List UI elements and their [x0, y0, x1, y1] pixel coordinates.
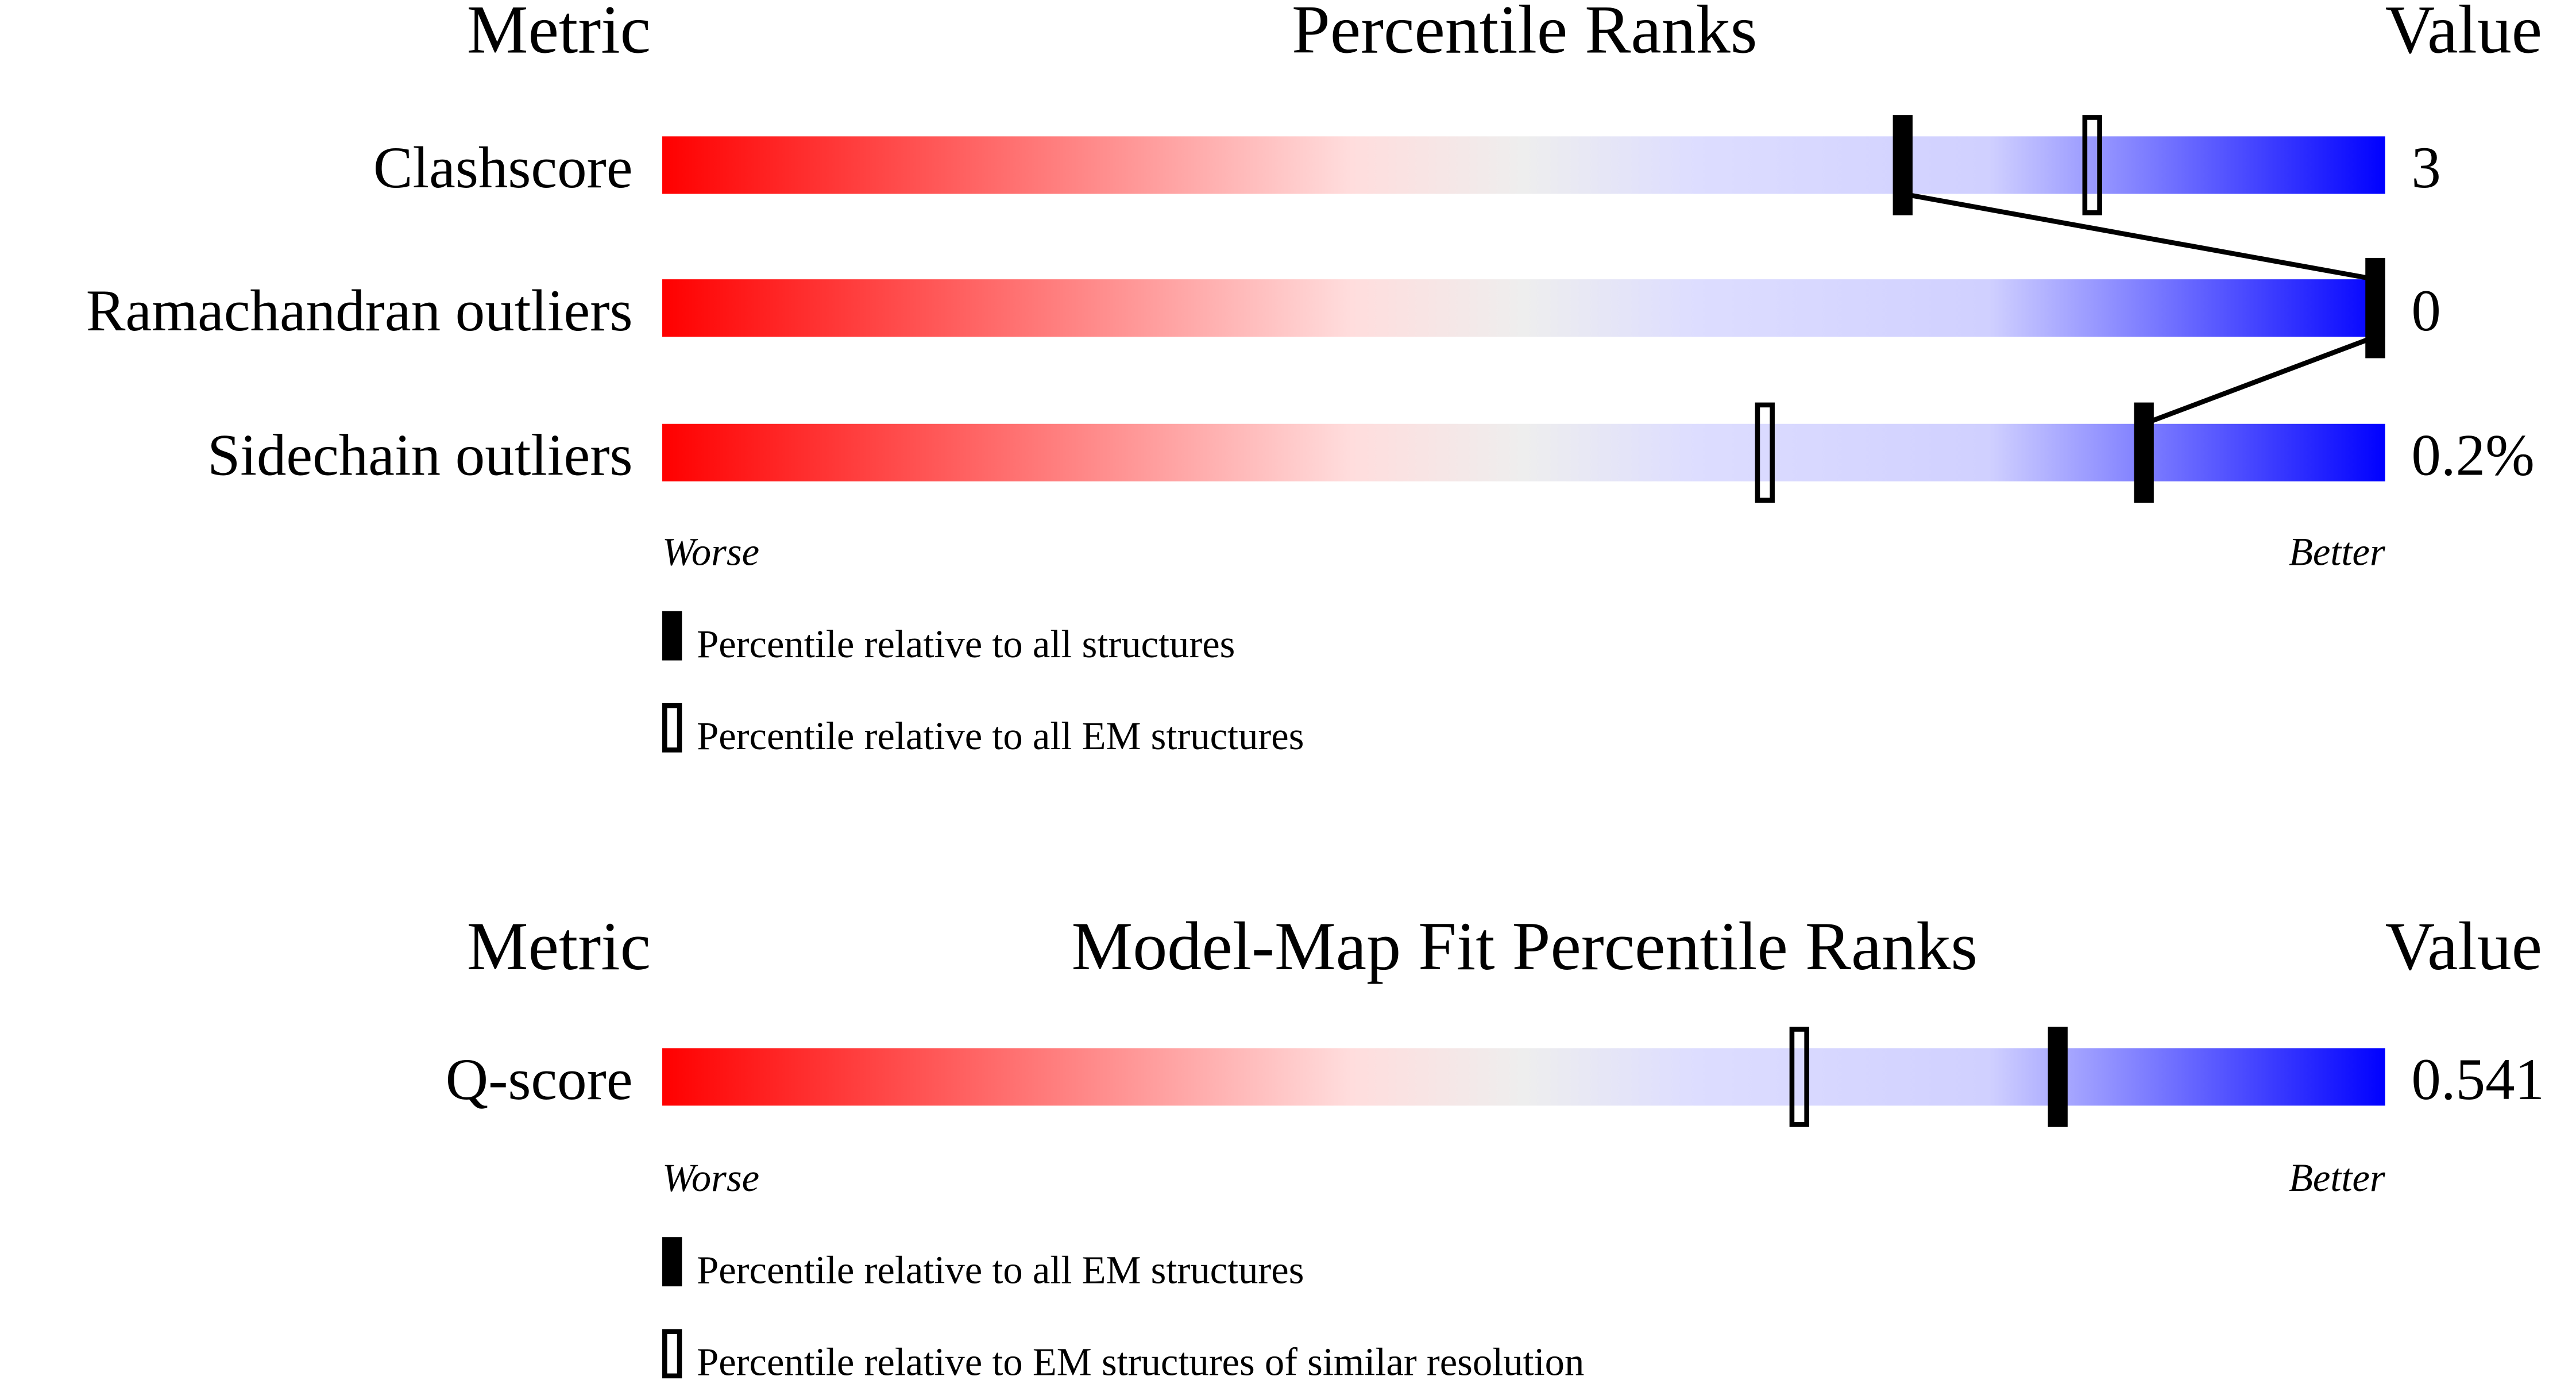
connector-line — [1902, 191, 2376, 282]
marker-filled — [2048, 1027, 2068, 1127]
percentile-bar — [662, 279, 2385, 337]
metric-value: 0 — [2411, 278, 2440, 344]
metric-label: Sidechain outliers — [207, 422, 632, 488]
percentile-bar — [662, 136, 2385, 194]
legend-filled-marker — [662, 611, 682, 661]
metric-label: Clashscore — [373, 135, 633, 201]
worse-label: Worse — [662, 530, 759, 574]
header-value: Value — [2385, 0, 2542, 68]
percentile-bar — [662, 423, 2385, 481]
legend-label-open-2: Percentile relative to EM structures of … — [697, 1340, 1584, 1380]
marker-open — [2082, 115, 2102, 215]
metric-value: 0.541 — [2411, 1047, 2544, 1112]
legend-label-open: Percentile relative to all EM structures — [697, 714, 1304, 758]
metric-value: 3 — [2411, 135, 2440, 201]
legend-label-filled: Percentile relative to all structures — [697, 622, 1235, 666]
connector-line — [2143, 334, 2377, 426]
worse-label-2: Worse — [662, 1156, 759, 1200]
metric-value: 0.2% — [2411, 422, 2534, 488]
legend-filled-marker-2 — [662, 1237, 682, 1287]
marker-open — [1755, 402, 1775, 503]
chart-title-2: Model-Map Fit Percentile Ranks — [1071, 908, 1978, 984]
legend-open-marker — [662, 703, 682, 753]
marker-filled — [2134, 402, 2154, 503]
header-metric-2: Metric — [467, 908, 651, 984]
legend-label-filled-2: Percentile relative to all EM structures — [697, 1248, 1304, 1292]
metric-label: Ramachandran outliers — [86, 278, 633, 344]
marker-open — [1789, 1027, 1809, 1127]
percentile-bar — [662, 1048, 2385, 1106]
chart-title: Percentile Ranks — [1292, 0, 1757, 68]
header-metric: Metric — [467, 0, 651, 68]
better-label-2: Better — [2289, 1156, 2385, 1200]
marker-filled — [1893, 115, 1913, 215]
legend-open-marker-2 — [662, 1329, 682, 1379]
header-value-2: Value — [2385, 908, 2542, 984]
better-label: Better — [2289, 530, 2385, 574]
metric-label: Q-score — [446, 1047, 633, 1112]
marker-filled — [2365, 257, 2385, 359]
